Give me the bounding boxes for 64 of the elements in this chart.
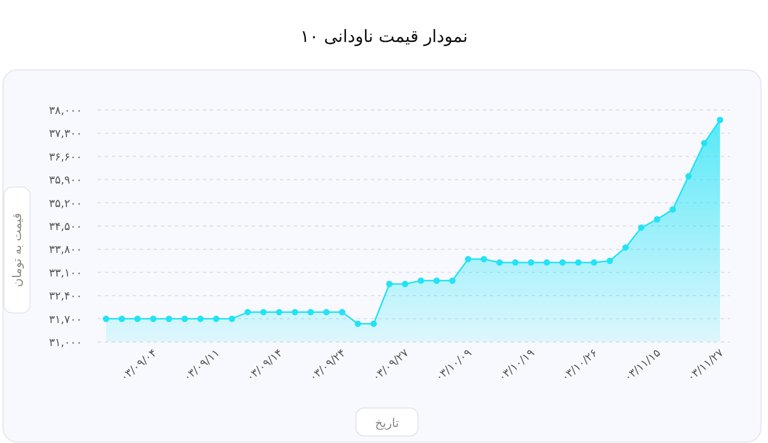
- y-axis-title: قیمت به تومان: [10, 213, 24, 287]
- point: [590, 259, 598, 266]
- y-tick-label: ۳۵,۹۰۰: [48, 174, 82, 187]
- point: [213, 316, 220, 322]
- x-tick-label: ۰۳/۰۹/۲۴: [306, 346, 348, 384]
- point: [354, 320, 362, 327]
- point: [292, 308, 298, 316]
- point: [338, 308, 346, 316]
- x-tick-label: ۰۳/۰۹/۰۴: [118, 346, 160, 384]
- point: [150, 316, 156, 322]
- y-tick-label: ۳۱,۰۰۰: [48, 336, 82, 349]
- x-tick-label: ۰۳/۰۹/۱۱: [180, 346, 222, 384]
- point: [402, 280, 408, 288]
- point: [182, 316, 188, 322]
- point: [716, 116, 724, 124]
- point: [433, 277, 440, 284]
- point: [449, 277, 456, 284]
- point: [575, 259, 582, 266]
- point: [559, 259, 566, 266]
- point: [418, 277, 424, 284]
- point: [197, 316, 204, 322]
- point: [670, 206, 676, 213]
- x-tick-label: ۰۳/۱۰/۰۹: [432, 346, 474, 384]
- point: [606, 258, 613, 264]
- point: [370, 320, 377, 327]
- x-tick-label: ۰۳/۱۰/۲۶: [558, 346, 600, 384]
- y-tick-label: ۳۶,۶۰۰: [48, 150, 82, 164]
- x-axis-title: تاریخ: [375, 416, 399, 430]
- point: [654, 216, 660, 223]
- point: [307, 308, 314, 316]
- chart-title: نمودار قیمت ناودانی ۱۰: [300, 27, 468, 47]
- point: [464, 256, 472, 262]
- point: [386, 280, 393, 288]
- x-tick-label: ۰۳/۰۹/۲۷: [370, 346, 412, 384]
- point: [323, 308, 330, 316]
- point: [260, 308, 267, 316]
- x-tick-label: ۰۳/۰۹/۱۴: [244, 346, 286, 384]
- y-tick-label: ۳۵,۲۰۰: [48, 196, 82, 210]
- point: [102, 316, 110, 322]
- point: [528, 259, 534, 266]
- point: [166, 316, 172, 322]
- y-tick-label: ۳۷,۳۰۰: [48, 127, 82, 140]
- point: [480, 256, 488, 262]
- x-tick-label: ۰۳/۱۱/۲۷: [684, 346, 726, 384]
- point: [276, 308, 282, 316]
- y-tick-label: ۳۱,۷۰۰: [48, 312, 82, 326]
- point: [228, 316, 236, 322]
- y-tick-label: ۳۲,۴۰۰: [48, 290, 82, 303]
- point: [622, 244, 629, 251]
- point: [496, 259, 503, 266]
- point: [244, 308, 251, 316]
- point: [134, 316, 141, 322]
- x-tick-label: ۰۳/۱۱/۱۵: [622, 346, 664, 384]
- y-tick-label: ۳۴,۵۰۰: [48, 220, 82, 233]
- point: [685, 173, 692, 180]
- point: [544, 259, 550, 266]
- point: [118, 316, 125, 322]
- y-tick-label: ۳۳,۱۰۰: [48, 266, 82, 280]
- point: [512, 259, 519, 266]
- point: [701, 140, 708, 146]
- x-tick-label: ۰۳/۱۰/۱۹: [496, 346, 538, 384]
- point: [638, 224, 644, 231]
- y-tick-label: ۳۸,۰۰۰: [48, 104, 82, 117]
- y-tick-label: ۳۳,۸۰۰: [48, 243, 82, 256]
